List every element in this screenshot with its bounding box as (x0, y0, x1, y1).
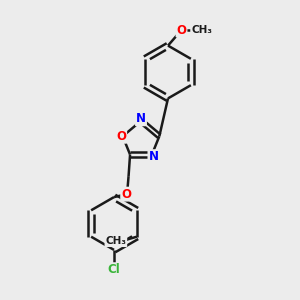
Text: CH₃: CH₃ (105, 236, 126, 246)
Text: Cl: Cl (108, 263, 120, 276)
Text: N: N (136, 112, 146, 125)
Text: CH₃: CH₃ (191, 25, 212, 35)
Text: O: O (116, 130, 126, 143)
Text: O: O (176, 23, 187, 37)
Text: N: N (148, 150, 158, 163)
Text: O: O (121, 188, 131, 201)
